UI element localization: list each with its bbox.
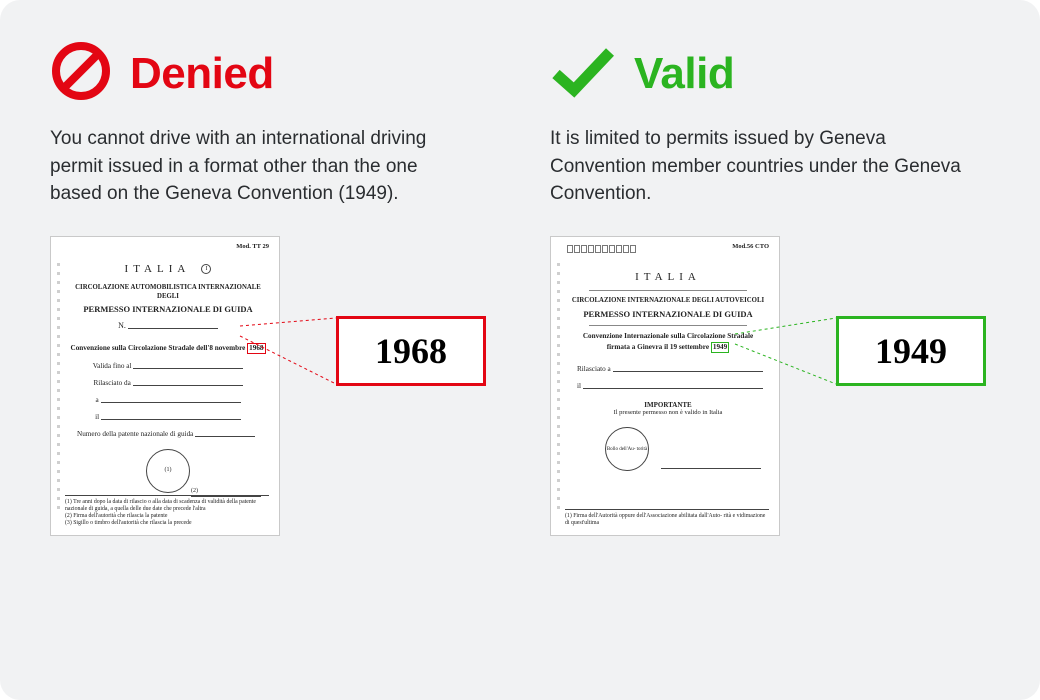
permit-subheader: CIRCOLAZIONE AUTOMOBILISTICA INTERNAZION… xyxy=(69,284,267,301)
permit-convention-line1: Convenzione Internazionale sulla Circola… xyxy=(569,332,767,341)
permit-stamp-row: Bollo dell'Au- torità xyxy=(569,427,767,487)
denied-year-callout: 1968 xyxy=(336,316,486,386)
valid-year-callout: 1949 xyxy=(836,316,986,386)
denied-permit-area: Mod. TT 29 ITALIA I CIRCOLAZIONE AUTOMOB… xyxy=(50,236,490,556)
permit-convention-line: Convenzione sulla Circolazione Stradale … xyxy=(69,343,267,354)
valid-heading: Valid xyxy=(550,40,990,107)
valid-column: Valid It is limited to permits issued by… xyxy=(550,40,990,680)
permit-title: PERMESSO INTERNAZIONALE DI GUIDA xyxy=(569,309,767,320)
permit-field-rilasciato: Rilasciato a xyxy=(577,365,767,374)
permit-field-patente: Numero della patente nazionale di guida xyxy=(77,430,267,439)
valid-title: Valid xyxy=(634,49,734,99)
permit-country-badge: I xyxy=(201,264,211,274)
denied-title: Denied xyxy=(130,49,274,99)
denied-permit-doc: Mod. TT 29 ITALIA I CIRCOLAZIONE AUTOMOB… xyxy=(50,236,280,536)
permit-year-highlight: 1968 xyxy=(247,343,265,354)
permit-title: PERMESSO INTERNAZIONALE DI GUIDA xyxy=(69,304,267,315)
permit-field-valida: Valida fino al xyxy=(69,362,267,371)
permit-number-line: N. xyxy=(69,321,267,331)
permit-subheader: CIRCOLAZIONE INTERNAZIONALE DEGLI AUTOVE… xyxy=(569,297,767,305)
denied-description: You cannot drive with an interna­tional … xyxy=(50,125,470,208)
permit-country: ITALIA xyxy=(569,271,767,285)
permit-country: ITALIA I xyxy=(69,263,267,277)
permit-signature-line xyxy=(661,468,761,469)
denied-column: Denied You cannot drive with an interna­… xyxy=(50,40,490,680)
permit-field-il: il xyxy=(69,413,267,422)
permit-model-code: Mod.56 CTO xyxy=(732,243,769,251)
permit-field-a: a xyxy=(69,396,267,405)
permit-field-rilasciato: Rilasciato da xyxy=(69,379,267,388)
denied-heading: Denied xyxy=(50,40,490,107)
info-card: Denied You cannot drive with an interna­… xyxy=(0,0,1040,700)
valid-permit-doc: Mod.56 CTO ITALIA CIRCOLAZIONE INTERNAZI… xyxy=(550,236,780,536)
permit-footnotes: (1) Tre anni dopo la data di rilascio o … xyxy=(65,495,269,527)
valid-permit-area: Mod.56 CTO ITALIA CIRCOLAZIONE INTERNAZI… xyxy=(550,236,990,556)
permit-top-boxes xyxy=(567,245,636,253)
permit-convention-line2: firmata a Ginevra il 19 settembre 1949 xyxy=(569,342,767,353)
permit-model-code: Mod. TT 29 xyxy=(236,243,269,251)
permit-stamp: (1) xyxy=(146,449,190,493)
prohibit-icon xyxy=(50,40,112,107)
permit-stamp: Bollo dell'Au- torità xyxy=(605,427,649,471)
permit-year-highlight: 1949 xyxy=(711,342,729,353)
permit-field-il: il xyxy=(577,382,767,391)
valid-description: It is limited to permits issued by Genev… xyxy=(550,125,970,208)
check-icon xyxy=(550,40,616,107)
permit-footnotes: (1) Firma dell'Autorità oppure dell'Asso… xyxy=(565,509,769,527)
permit-important-box: IMPORTANTE Il presente permesso non è va… xyxy=(569,401,767,418)
